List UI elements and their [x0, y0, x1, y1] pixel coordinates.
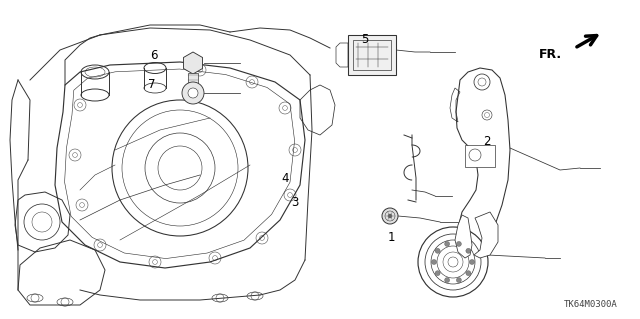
Circle shape: [474, 74, 490, 90]
Text: 7: 7: [148, 78, 156, 91]
Circle shape: [456, 241, 461, 247]
Text: TK64M0300A: TK64M0300A: [564, 300, 618, 309]
Circle shape: [469, 149, 481, 161]
Polygon shape: [456, 68, 510, 258]
Circle shape: [482, 110, 492, 120]
Circle shape: [418, 227, 488, 297]
Bar: [348, 35, 396, 75]
Text: FR.: FR.: [540, 48, 563, 61]
Circle shape: [466, 248, 471, 253]
Text: 4: 4: [282, 172, 289, 185]
Text: 3: 3: [291, 196, 299, 209]
Bar: [188, 73, 198, 91]
Text: 2: 2: [483, 136, 491, 148]
Bar: [353, 40, 391, 70]
Circle shape: [445, 278, 450, 283]
Circle shape: [182, 82, 204, 104]
Circle shape: [435, 248, 440, 253]
Circle shape: [382, 208, 398, 224]
Circle shape: [456, 278, 461, 283]
Polygon shape: [474, 212, 498, 258]
Circle shape: [445, 241, 450, 247]
Bar: [465, 145, 495, 167]
Circle shape: [466, 271, 471, 276]
Circle shape: [188, 88, 198, 98]
Circle shape: [435, 271, 440, 276]
Circle shape: [431, 259, 436, 264]
Text: 1: 1: [387, 231, 395, 244]
Circle shape: [388, 214, 392, 218]
Text: 5: 5: [362, 33, 369, 46]
Polygon shape: [184, 52, 202, 74]
Circle shape: [470, 259, 474, 264]
Polygon shape: [455, 215, 472, 258]
Text: 6: 6: [150, 49, 158, 62]
